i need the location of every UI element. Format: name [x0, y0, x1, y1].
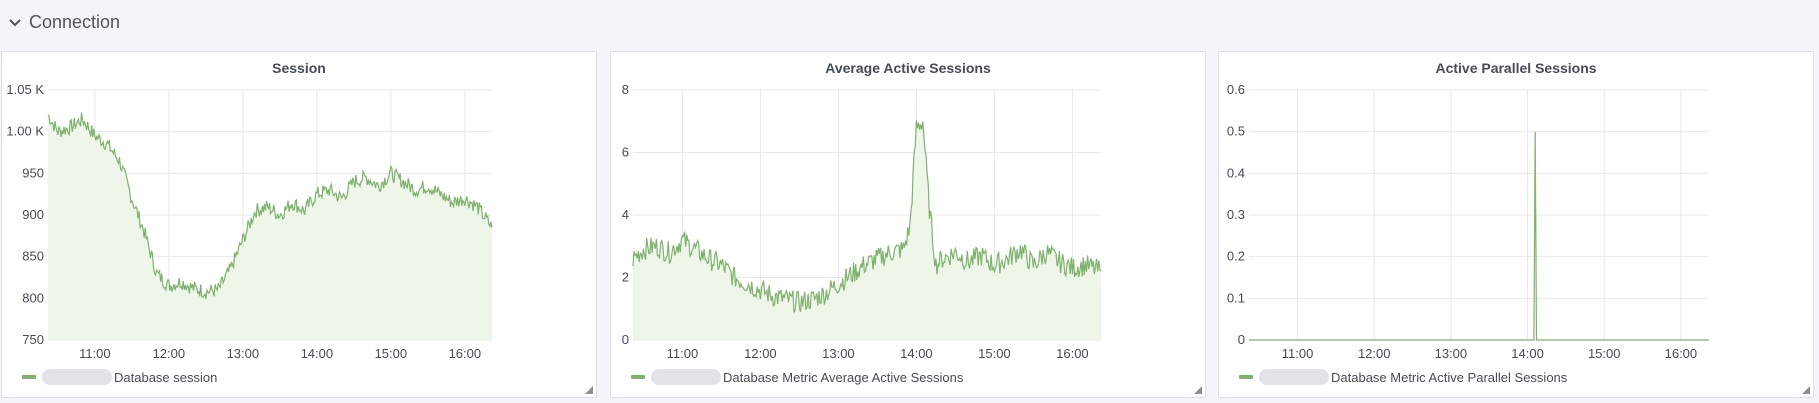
y-tick-label: 850: [22, 249, 44, 264]
x-tick-label: 15:00: [1588, 346, 1621, 361]
legend-label: Database Metric Active Parallel Sessions: [1331, 369, 1568, 385]
x-tick-label: 16:00: [1665, 346, 1698, 361]
x-tick-label: 16:00: [1056, 346, 1089, 361]
y-tick-label: 8: [622, 82, 629, 97]
legend-label: Database session: [114, 369, 218, 385]
panel-average-active-sessions[interactable]: Average Active Sessions 0 2 4 6 8 11:00 12:00 1…: [610, 51, 1206, 398]
x-tick-label: 11:00: [79, 346, 111, 361]
y-tick-label: 0.4: [1227, 165, 1245, 180]
series-area-fill: [633, 120, 1101, 341]
panel-active-parallel-sessions[interactable]: Active Parallel Sessions 0 0.1 0.2 0.3 0.4 0.…: [1218, 51, 1814, 398]
x-tick-label: 16:00: [449, 346, 482, 361]
x-tick-label: 13:00: [1435, 346, 1468, 361]
x-tick-label: 14:00: [301, 346, 334, 361]
y-tick-label: 0.6: [1227, 82, 1245, 97]
series-area-fill: [48, 112, 492, 340]
legend[interactable]: Database session: [22, 369, 217, 385]
x-tick-label: 14:00: [1511, 346, 1544, 361]
y-tick-label: 1.00 K: [6, 124, 44, 139]
x-tick-label: 14:00: [900, 346, 933, 361]
chart-active-parallel-sessions: 0 0.1 0.2 0.3 0.4 0.5 0.6 11:00 12:00 13:00 14:00 1…: [1227, 82, 1709, 361]
legend-swatch: [22, 375, 36, 379]
series-line: [47, 112, 493, 299]
legend-swatch: [631, 375, 645, 379]
chart-average-active-sessions: 0 2 4 6 8 11:00 12:00 13:00 14:00 15:00 16:00: [622, 82, 1102, 361]
legend[interactable]: Database Metric Active Parallel Sessions: [1239, 369, 1567, 385]
y-tick-label: 4: [622, 207, 629, 222]
series-line: [1249, 131, 1709, 341]
y-tick-label: 800: [22, 290, 44, 305]
legend[interactable]: Database Metric Average Active Sessions: [631, 369, 963, 385]
x-tick-label: 15:00: [978, 346, 1011, 361]
y-tick-label: 1.05 K: [6, 82, 44, 97]
x-tick-label: 13:00: [822, 346, 855, 361]
y-tick-label: 0.5: [1227, 124, 1245, 139]
x-tick-label: 12:00: [153, 346, 186, 361]
chart-session: 750 800 850 900 950 1.00 K 1.05 K 11:00 12:00 13:…: [6, 82, 493, 361]
chevron-down-icon: [9, 19, 21, 27]
x-tick-label: 13:00: [227, 346, 260, 361]
legend-redacted-label: [1259, 369, 1329, 385]
row-title: Connection: [29, 11, 121, 32]
panel-session[interactable]: Session 750 800 850 900 950 1.00 K 1.05 K 11:00…: [1, 51, 597, 398]
panel-title: Session: [272, 60, 326, 76]
legend-redacted-label: [651, 369, 721, 385]
legend-redacted-label: [42, 369, 112, 385]
y-tick-label: 750: [22, 332, 44, 347]
legend-label: Database Metric Average Active Sessions: [723, 369, 964, 385]
x-tick-label: 12:00: [744, 346, 777, 361]
y-tick-label: 6: [622, 145, 629, 160]
resize-handle-icon[interactable]: [585, 386, 593, 394]
y-tick-label: 0.2: [1227, 249, 1245, 264]
x-tick-label: 12:00: [1358, 346, 1391, 361]
row-header-connection[interactable]: Connection: [0, 0, 1819, 44]
resize-handle-icon[interactable]: [1194, 386, 1202, 394]
y-tick-label: 0.1: [1227, 290, 1245, 305]
y-tick-label: 0: [622, 332, 629, 347]
y-tick-label: 0: [1238, 332, 1245, 347]
y-tick-label: 900: [22, 207, 44, 222]
y-tick-label: 2: [622, 270, 629, 285]
panel-title: Average Active Sessions: [825, 60, 991, 76]
x-tick-label: 11:00: [667, 346, 699, 361]
panel-title: Active Parallel Sessions: [1435, 60, 1597, 76]
x-tick-label: 15:00: [375, 346, 408, 361]
legend-swatch: [1239, 375, 1253, 379]
y-tick-label: 0.3: [1227, 207, 1245, 222]
resize-handle-icon[interactable]: [1802, 386, 1810, 394]
series-line: [632, 120, 1102, 314]
y-tick-label: 950: [22, 165, 44, 180]
x-tick-label: 11:00: [1282, 346, 1314, 361]
